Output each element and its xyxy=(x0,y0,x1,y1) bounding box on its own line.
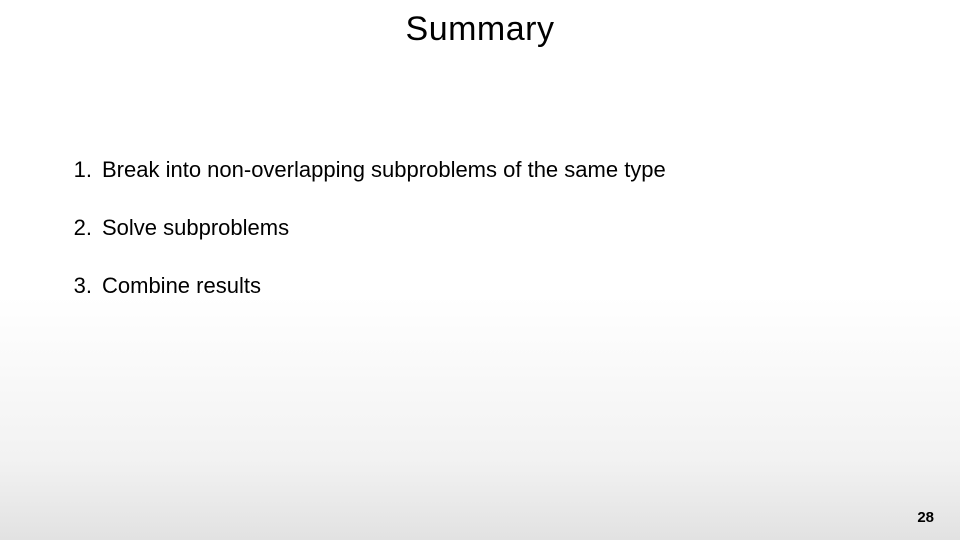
item-number: 3. xyxy=(60,273,102,299)
list-item: 2. Solve subproblems xyxy=(60,215,900,241)
list-item: 3. Combine results xyxy=(60,273,900,299)
slide-title: Summary xyxy=(0,0,960,49)
page-number: 28 xyxy=(917,509,934,526)
item-text: Break into non-overlapping subproblems o… xyxy=(102,157,900,183)
item-number: 1. xyxy=(60,157,102,183)
list-item: 1. Break into non-overlapping subproblem… xyxy=(60,157,900,183)
item-text: Solve subproblems xyxy=(102,215,900,241)
content-list: 1. Break into non-overlapping subproblem… xyxy=(60,157,900,299)
item-number: 2. xyxy=(60,215,102,241)
item-text: Combine results xyxy=(102,273,900,299)
